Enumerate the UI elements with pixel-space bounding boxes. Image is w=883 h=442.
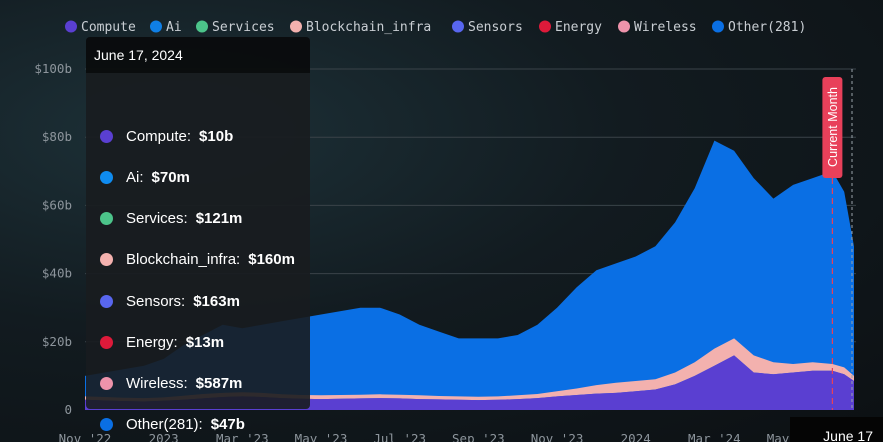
services-dot-icon — [100, 211, 113, 225]
legend-marker-blockchain-infra — [290, 20, 302, 33]
tooltip-row-other: Other(281): $47b — [100, 414, 245, 434]
compute-area — [85, 355, 854, 410]
legend-label: Energy — [555, 20, 602, 35]
tooltip-label: Blockchain_infra: — [126, 250, 241, 268]
legend-label: Compute — [81, 20, 136, 35]
tooltip-value: $587m — [195, 374, 243, 392]
tooltip-row-ai: Ai: $70m — [100, 167, 190, 187]
legend-marker-wireless — [618, 20, 630, 33]
wireless-dot-icon — [100, 376, 113, 390]
sensors-dot-icon — [100, 294, 113, 308]
legend-marker-ai — [150, 20, 162, 33]
energy-dot-icon — [100, 335, 113, 349]
tooltip-value: $163m — [193, 292, 240, 310]
legend-label: Wireless — [634, 20, 697, 35]
tooltip-label: Compute: — [126, 127, 192, 145]
tooltip-label: Other(281): — [126, 415, 203, 433]
tooltip-value: $13m — [185, 333, 225, 351]
current-month-badge — [822, 77, 843, 178]
tooltip-row-services: Services: $121m — [100, 208, 242, 228]
tooltip-label: Services: — [126, 209, 188, 227]
legend-marker-other-281- — [712, 20, 724, 33]
tooltip-row-wireless: Wireless: $587m — [100, 373, 242, 393]
y-tick-label: $20b — [42, 334, 72, 349]
compute-dot-icon — [100, 129, 113, 143]
current-month-label: Current Month — [826, 87, 840, 167]
tooltip-label: Energy: — [126, 333, 178, 351]
x-tick-label: Mar '24 — [688, 431, 741, 442]
legend-label: Blockchain_infra — [306, 20, 431, 35]
tooltip-label: Sensors: — [126, 292, 186, 310]
x-tick-label: May '23 — [295, 431, 348, 442]
tooltip-value: $160m — [248, 250, 295, 268]
hover-date-label: June 17 — [790, 417, 883, 442]
legend-marker-compute — [65, 20, 77, 33]
blockchain-infra-dot-icon — [100, 252, 113, 266]
blockchain-wireless-band-area — [85, 338, 854, 402]
tooltip-value: $10b — [199, 127, 234, 145]
x-tick-label: Nov '23 — [531, 431, 584, 442]
tooltip-value: $70m — [151, 168, 190, 186]
legend-marker-energy — [539, 20, 551, 33]
tooltip-value: $47b — [210, 415, 245, 433]
legend-label: Ai — [166, 20, 182, 35]
x-tick-label: Jul '23 — [373, 431, 426, 442]
x-tick-label: 2023 — [149, 431, 179, 442]
x-tick-label: Sep '23 — [452, 431, 505, 442]
chart-annotation: Current Month — [822, 69, 853, 410]
legend-label: Other(281) — [728, 20, 806, 35]
ai-dot-icon — [100, 170, 113, 184]
legend-marker-sensors — [452, 20, 464, 33]
tooltip-value: $121m — [195, 209, 243, 227]
legend-label: Services — [212, 20, 275, 35]
tooltip-row-blockchain-infra: Blockchain_infra: $160m — [100, 249, 295, 269]
tooltip-row-sensors: Sensors: $163m — [100, 291, 240, 311]
x-tick-label: Mar '23 — [216, 431, 269, 442]
legend-label: Sensors — [468, 20, 523, 35]
tooltip-row-energy: Energy: $13m — [100, 332, 224, 352]
chart-legend: Compute Ai Services Blockchain_infra Sensors… — [65, 20, 806, 35]
tooltip-row-compute: Compute: $10b — [100, 126, 233, 146]
y-tick-label: $60b — [42, 197, 72, 212]
hover-tooltip: June 17, 2024 Compute: $10b Ai: $70m Ser… — [86, 37, 310, 433]
legend-marker-services — [196, 20, 208, 33]
x-tick-label: 2024 — [621, 431, 651, 442]
y-tick-label: 0 — [64, 402, 72, 417]
tooltip-label: Wireless: — [126, 374, 188, 392]
tooltip-label: Ai: — [126, 168, 144, 186]
other-dot-icon — [100, 417, 113, 431]
y-tick-label: $80b — [42, 129, 72, 144]
tooltip-date: June 17, 2024 — [86, 37, 310, 73]
x-tick-label: Nov '22 — [59, 431, 112, 442]
y-tick-label: $40b — [42, 266, 72, 281]
y-axis-ticks: $100b $80b $60b $40b $20b 0 — [34, 61, 72, 417]
y-tick-label: $100b — [34, 61, 72, 76]
